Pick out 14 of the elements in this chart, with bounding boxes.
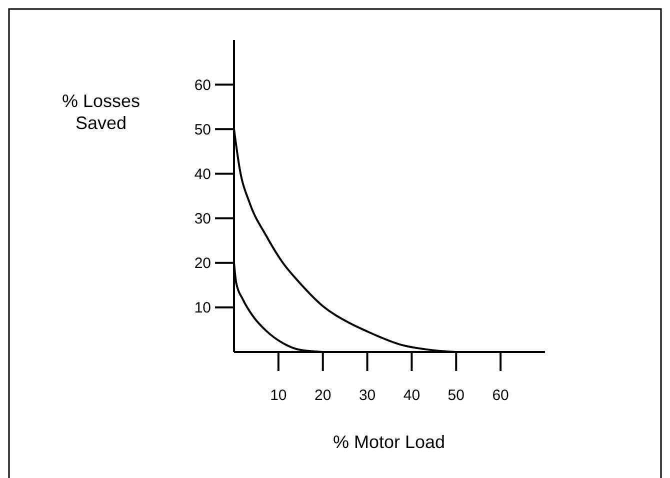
y-tick-label: 30 bbox=[194, 210, 211, 228]
y-tick-label: 20 bbox=[194, 255, 211, 272]
x-tick-label: 40 bbox=[403, 387, 420, 404]
y-tick-label: 50 bbox=[194, 121, 211, 138]
x-tick-label: 20 bbox=[314, 387, 332, 404]
x-axis-title: % Motor Load bbox=[332, 432, 446, 452]
y-tick-label: 10 bbox=[194, 300, 211, 317]
y-tick-label: 60 bbox=[194, 76, 211, 94]
x-tick-label: 10 bbox=[270, 387, 287, 404]
x-tick-label: 60 bbox=[492, 387, 509, 404]
x-tick-label: 50 bbox=[448, 387, 464, 404]
x-tick-label: 30 bbox=[358, 387, 376, 404]
y-tick-label: 40 bbox=[194, 166, 211, 183]
y-axis-title: % Losses Saved bbox=[62, 91, 140, 133]
